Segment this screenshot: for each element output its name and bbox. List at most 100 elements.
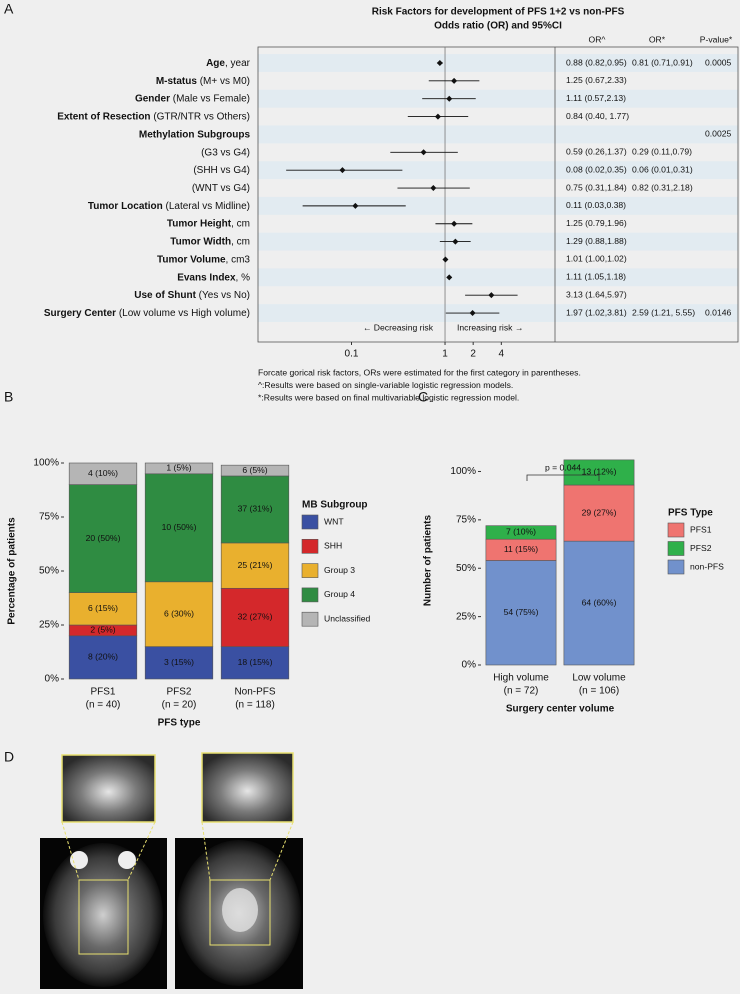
row-stripe — [258, 54, 738, 72]
bar-segment — [144, 646, 214, 680]
row-label-detail: (SHH vs G4) — [193, 165, 250, 176]
legend-swatch — [301, 611, 319, 627]
value-label: 1 (5%) — [166, 463, 191, 473]
row-label-detail: (Yes vs No) — [196, 290, 250, 301]
y-axis-label: Number of patients — [423, 515, 434, 607]
value-label: 11 (15%) — [504, 544, 538, 554]
legend-label: WNT — [324, 516, 344, 526]
row-label-bold: Tumor Height — [167, 218, 232, 229]
row-label: (SHH vs G4) — [193, 165, 250, 176]
y-tick-label: 0% — [45, 674, 60, 685]
row-label-detail: (G3 vs G4) — [201, 147, 250, 158]
p-value: 0.0025 — [705, 129, 732, 139]
row-label-bold: Tumor Width — [170, 236, 231, 247]
legend-label: Group 3 — [324, 565, 355, 575]
or-univariable: 0.75 (0.31,1.84) — [566, 182, 627, 192]
zoom-line — [269, 821, 294, 881]
bar-segment — [563, 540, 635, 666]
significance-bracket — [526, 474, 600, 481]
or-univariable: 0.11 (0.03,0.38) — [566, 200, 626, 210]
row-label: Extent of Resection (GTR/NTR vs Others) — [57, 111, 250, 122]
mri-images — [40, 752, 303, 989]
row-label-detail: , % — [236, 272, 251, 283]
or-univariable: 0.08 (0.02,0.35) — [566, 164, 627, 174]
column-header: OR^ — [589, 34, 606, 44]
row-label: Surgery Center (Low volume vs High volum… — [44, 308, 250, 319]
value-label: 64 (60%) — [582, 597, 617, 607]
x-tick-count: (n = 118) — [235, 700, 275, 711]
y-tick-label: 50% — [39, 566, 59, 577]
value-label: 6 (30%) — [164, 608, 194, 618]
row-stripe — [258, 268, 738, 287]
or-multivariable: 2.59 (1.21, 5.55) — [632, 307, 695, 317]
bar-segment — [220, 475, 290, 544]
row-label-bold: Tumor Volume — [157, 254, 226, 265]
estimate-point — [339, 167, 346, 174]
plot-frame — [257, 46, 739, 343]
row-label-bold: Methylation Subgroups — [139, 129, 251, 140]
legend-label: Group 4 — [324, 589, 355, 599]
row-label-bold: Tumor Location — [88, 201, 163, 212]
x-axis-label: Surgery center volume — [506, 704, 615, 715]
or-multivariable: 0.29 (0.11,0.79) — [632, 147, 692, 157]
legend-title: PFS Type — [668, 508, 713, 519]
x-tick-label: Low volume — [572, 673, 626, 684]
row-stripe — [258, 125, 738, 144]
estimate-point — [436, 60, 443, 66]
p-value: 0.0146 — [705, 307, 732, 317]
row-label: Tumor Location (Lateral vs Midline) — [88, 201, 250, 212]
x-tick-count: (n = 20) — [162, 700, 197, 711]
bar-segment — [68, 592, 138, 626]
row-label: (WNT vs G4) — [192, 183, 250, 194]
row-label-bold: M-status — [156, 76, 198, 87]
legend-swatch — [667, 559, 685, 575]
x-tick-label: 2 — [470, 349, 476, 360]
value-label: 7 (10%) — [506, 527, 536, 537]
or-univariable: 0.88 (0.82,0.95) — [566, 57, 627, 67]
or-multivariable: 0.06 (0.01,0.31) — [632, 164, 693, 174]
value-label: 29 (27%) — [582, 507, 617, 517]
row-stripe — [258, 161, 738, 180]
row-stripe — [258, 196, 738, 215]
panel-label: D — [4, 749, 14, 765]
mri-eye — [118, 851, 136, 869]
y-tick-label: 100% — [450, 466, 476, 477]
bar-segment — [220, 464, 290, 477]
mri-roi — [209, 879, 271, 946]
or-univariable: 1.01 (1.00,1.02) — [566, 254, 627, 264]
panel-label: B — [4, 389, 13, 405]
x-tick-label: High volume — [493, 673, 549, 684]
legend-label: non-PFS — [690, 561, 724, 571]
legend-label: SHH — [324, 541, 342, 551]
x-tick-label: 1 — [442, 349, 448, 360]
row-label: Gender (Male vs Female) — [135, 93, 250, 104]
or-univariable: 0.59 (0.26,1.37) — [566, 147, 627, 157]
or-univariable: 1.97 (1.02,3.81) — [566, 307, 627, 317]
row-label-bold: Extent of Resection — [57, 111, 150, 122]
or-univariable: 3.13 (1.64,5.97) — [566, 289, 627, 299]
estimate-point — [446, 95, 453, 102]
value-label: 10 (50%) — [162, 522, 197, 532]
zoom-line — [61, 821, 80, 881]
bar-segment — [68, 635, 138, 680]
estimate-point — [452, 238, 459, 245]
value-label: 2 (5%) — [90, 625, 115, 635]
y-tick-label: 75% — [39, 512, 59, 523]
row-label-detail: (GTR/NTR vs Others) — [151, 111, 250, 122]
bar-segment — [485, 560, 557, 666]
bar-segment — [485, 525, 557, 540]
mri-lesion — [222, 888, 258, 932]
or-univariable: 1.25 (0.67,2.33) — [566, 75, 627, 85]
estimate-point — [451, 77, 458, 84]
y-tick-label: 100% — [33, 458, 59, 469]
value-label: 18 (15%) — [238, 657, 273, 667]
value-label: 4 (10%) — [88, 468, 118, 478]
bar-segment — [68, 484, 138, 593]
footnote: Forcate gorical risk factors, ORs were e… — [258, 367, 581, 377]
row-label-detail: (Male vs Female) — [170, 93, 250, 104]
estimate-point — [488, 292, 495, 299]
value-label: 6 (15%) — [88, 603, 118, 613]
y-tick-label: 0% — [462, 660, 477, 671]
